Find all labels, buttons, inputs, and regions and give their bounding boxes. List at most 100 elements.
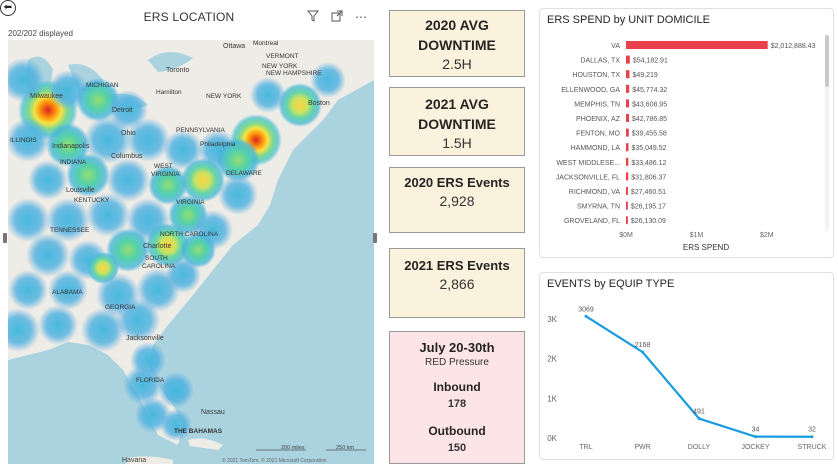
svg-text:Charlotte: Charlotte <box>143 243 172 250</box>
svg-text:SOUTH: SOUTH <box>145 255 168 262</box>
x-tick-label: JOCKEY <box>741 444 769 451</box>
card-value: 2,928 <box>439 193 475 209</box>
bar-value-label: $27,460.51 <box>631 189 666 196</box>
data-label: 491 <box>693 409 705 416</box>
ers-spend-by-domicile-chart[interactable]: ERS SPEND by UNIT DOMICILE VA $2,012,888.… <box>539 8 834 258</box>
map-canvas[interactable]: Ottawa Montreal VERMONT NEW YORK NEW HAM… <box>8 40 374 464</box>
svg-text:Nassau: Nassau <box>201 409 225 416</box>
svg-text:Jacksonville: Jacksonville <box>126 335 164 342</box>
card-title-line2: DOWNTIME <box>418 37 496 53</box>
bar[interactable] <box>626 128 629 137</box>
bar[interactable] <box>626 216 628 225</box>
card-2021-avg-downtime[interactable]: 2021 AVG DOWNTIME 1.5H <box>389 87 525 156</box>
bar-value-label: $42,786.85 <box>632 116 667 123</box>
x-tick-label: $2M <box>760 232 774 239</box>
bar[interactable] <box>626 114 630 122</box>
bar-value-label: $26,130.09 <box>631 218 666 225</box>
svg-text:Milwaukee: Milwaukee <box>30 93 63 100</box>
x-tick-label: PWR <box>634 444 650 451</box>
svg-text:TENNESSEE: TENNESSEE <box>50 227 90 234</box>
card-2020-ers-events[interactable]: 2020 ERS Events 2,928 <box>389 167 525 233</box>
bar[interactable] <box>626 84 630 93</box>
scale-miles: 200 miles <box>281 445 305 451</box>
map-copyright: © 2021 TomTom, © 2021 Microsoft Corporat… <box>222 458 327 464</box>
svg-text:Indianapolis: Indianapolis <box>52 143 90 150</box>
x-tick-label: $1M <box>690 232 704 239</box>
category-label: ELLENWOOD, GA <box>561 87 620 94</box>
back-arrow-icon[interactable]: ⬅ <box>0 0 16 16</box>
svg-text:Ohio: Ohio <box>121 130 136 137</box>
svg-text:CAROLINA: CAROLINA <box>142 263 176 270</box>
x-tick-label: TRL <box>579 444 592 451</box>
filter-icon[interactable] <box>306 10 320 25</box>
category-label: DALLAS, TX <box>580 58 620 65</box>
bar[interactable] <box>626 143 629 152</box>
scrollbar-thumb[interactable] <box>825 35 829 87</box>
more-options-icon[interactable]: ⋯ <box>355 10 367 24</box>
ers-location-map-visual[interactable]: ⬅ ERS LOCATION ⋯ 202/202 displayed <box>0 0 378 464</box>
bar-chart-scrollbar[interactable] <box>825 35 829 231</box>
bar[interactable] <box>626 201 628 210</box>
bar[interactable] <box>626 172 629 181</box>
y-tick-label: 1K <box>547 394 557 403</box>
bar[interactable] <box>626 70 630 79</box>
data-label: 32 <box>808 427 816 434</box>
x-tick-label: DOLLY <box>688 444 711 451</box>
outbound-label: Outbound <box>428 424 486 438</box>
resize-handle-left[interactable] <box>3 233 7 243</box>
svg-text:DELAWARE: DELAWARE <box>226 170 263 177</box>
resize-handle[interactable] <box>373 233 377 243</box>
line-chart-svg: 0K 1K 2K 3K 3069 TRL 2168 PWR 491 DOLLY 34 JOCKEY 32… <box>547 306 827 451</box>
card-value: 2.5H <box>442 56 472 72</box>
card-2021-ers-events[interactable]: 2021 ERS Events 2,866 <box>389 248 525 318</box>
bar-value-label: $45,774.32 <box>632 87 667 94</box>
data-label: 34 <box>752 427 760 434</box>
card-july-red-pressure[interactable]: July 20-30th RED Pressure Inbound 178 Ou… <box>389 331 525 464</box>
card-subtitle: RED Pressure <box>425 357 489 368</box>
svg-text:PENNSYLVANIA: PENNSYLVANIA <box>176 127 226 134</box>
data-point[interactable] <box>754 435 757 439</box>
data-point[interactable] <box>584 314 588 318</box>
category-label: FENTON, MO <box>576 131 620 138</box>
svg-text:Havana: Havana <box>122 457 146 464</box>
card-value: 2,866 <box>439 276 475 292</box>
svg-text:GEORGIA: GEORGIA <box>105 304 136 311</box>
svg-text:FLORIDA: FLORIDA <box>136 377 165 384</box>
card-2020-avg-downtime[interactable]: 2020 AVG DOWNTIME 2.5H <box>389 10 525 77</box>
focus-mode-icon[interactable] <box>330 10 344 25</box>
heatmap-layer <box>8 58 346 441</box>
inbound-label: Inbound <box>433 380 481 394</box>
card-title: 2020 ERS Events <box>404 175 510 190</box>
x-tick-label: STRUCK <box>798 444 827 451</box>
svg-text:Detroit: Detroit <box>112 107 133 114</box>
card-title: 2021 ERS Events <box>404 258 510 273</box>
svg-text:Hamilton: Hamilton <box>156 89 182 96</box>
svg-text:ALABAMA: ALABAMA <box>52 289 83 296</box>
bar[interactable] <box>626 157 629 166</box>
category-label: PHOENIX, AZ <box>576 116 621 123</box>
bar[interactable] <box>626 55 630 64</box>
card-title-line1: 2021 AVG <box>425 96 489 112</box>
visual-toolbar: ⋯ <box>306 10 368 25</box>
bar[interactable] <box>626 187 628 195</box>
data-point[interactable] <box>641 350 644 354</box>
bar-value-label: $33,486.12 <box>631 160 666 167</box>
category-label: GROVELAND, FL <box>564 218 620 225</box>
bar-value-label: $35,049.52 <box>631 145 666 152</box>
bar-value-label: $49,219 <box>632 72 657 79</box>
svg-text:THE BAHAMAS: THE BAHAMAS <box>174 428 223 435</box>
bar-chart-title: ERS SPEND by UNIT DOMICILE <box>547 14 710 26</box>
svg-text:ILLINOIS: ILLINOIS <box>10 137 37 144</box>
events-by-equip-type-chart[interactable]: EVENTS by EQUIP TYPE 0K 1K 2K 3K 3069 TRL 2168… <box>539 272 834 460</box>
svg-text:VERMONT: VERMONT <box>266 53 299 60</box>
category-label: WEST MIDDLESE... <box>556 160 620 167</box>
category-label: HOUSTON, TX <box>572 72 620 79</box>
displayed-count: 202/202 displayed <box>8 29 73 38</box>
bar[interactable] <box>626 41 768 49</box>
bar-chart-svg: VA $2,012,888.43 DALLAS, TX $54,182.91 HOUST… <box>556 41 816 252</box>
category-label: JACKSONVILLE, FL <box>556 174 620 181</box>
data-point[interactable] <box>810 435 814 439</box>
data-point[interactable] <box>697 417 701 421</box>
bar[interactable] <box>626 99 630 108</box>
card-title: July 20-30th <box>419 340 495 355</box>
